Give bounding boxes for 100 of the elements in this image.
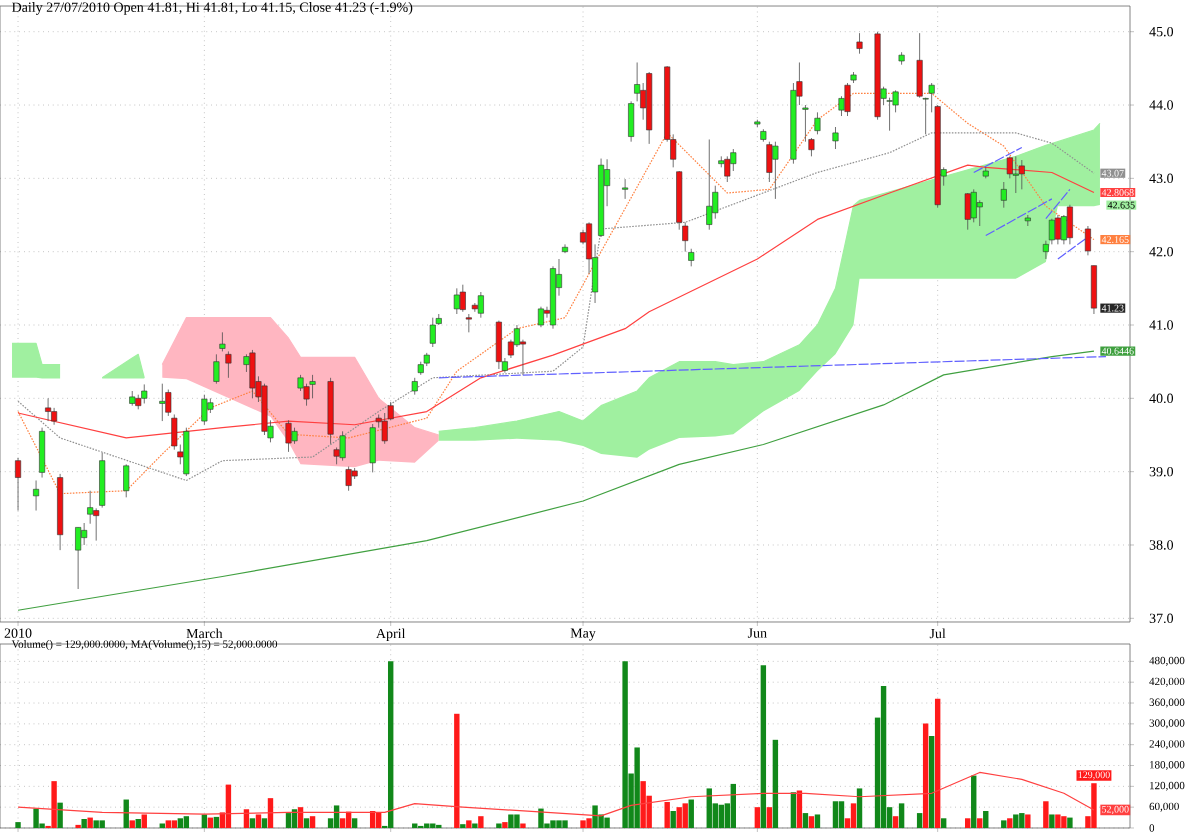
bar <box>604 817 610 828</box>
candlestick <box>33 480 40 511</box>
bar <box>87 817 93 828</box>
bar <box>51 781 57 828</box>
candlestick <box>844 82 851 117</box>
bar <box>141 814 147 828</box>
bar <box>15 822 21 828</box>
bar <box>1061 816 1067 828</box>
bar <box>682 803 688 828</box>
bar <box>790 792 797 828</box>
bar <box>586 818 592 828</box>
bar <box>718 804 724 828</box>
bar <box>670 810 676 828</box>
bar <box>99 820 105 828</box>
candlestick <box>1090 265 1097 315</box>
candlestick <box>159 383 166 422</box>
candlestick <box>165 389 172 417</box>
bar <box>1055 814 1061 828</box>
candlestick <box>429 317 436 348</box>
bar <box>550 820 556 828</box>
bar <box>580 820 586 828</box>
bar <box>177 818 184 828</box>
bar <box>1043 801 1049 828</box>
line-series <box>17 350 1095 611</box>
bar <box>592 805 598 828</box>
bar <box>93 820 99 828</box>
bar <box>880 686 887 828</box>
bar <box>766 807 773 828</box>
bar <box>676 807 682 828</box>
bar <box>634 747 640 828</box>
candlestick <box>964 192 971 231</box>
bar <box>1025 814 1031 828</box>
candlestick <box>39 427 46 478</box>
bar <box>213 816 220 828</box>
bar <box>640 781 646 828</box>
bar <box>129 820 135 828</box>
bar <box>730 783 737 828</box>
bar <box>760 665 767 828</box>
bar <box>772 739 779 828</box>
candlestick <box>141 384 148 404</box>
candlestick <box>1054 214 1061 245</box>
bar <box>81 818 87 828</box>
candlestick <box>495 320 502 370</box>
candlestick <box>832 126 839 150</box>
bar <box>387 661 394 828</box>
bar <box>1013 814 1019 828</box>
bar <box>808 816 815 828</box>
candlestick <box>213 353 220 385</box>
candlestick <box>183 427 190 477</box>
bar <box>309 816 316 828</box>
bar <box>965 818 971 828</box>
bar <box>832 801 839 828</box>
bar <box>898 803 905 828</box>
candlestick <box>345 466 352 492</box>
candlestick <box>225 351 232 379</box>
bar <box>928 736 935 828</box>
candlestick <box>123 463 130 498</box>
candlestick <box>772 141 779 200</box>
bar <box>562 820 568 828</box>
bar <box>754 807 761 828</box>
candlestick <box>976 199 983 227</box>
bar <box>802 813 809 828</box>
bar <box>1001 820 1007 828</box>
bar <box>255 814 262 828</box>
candlestick <box>249 349 256 399</box>
bar <box>1067 817 1073 828</box>
candlestick <box>1000 181 1007 209</box>
candlestick <box>219 331 226 352</box>
candlestick <box>814 111 821 135</box>
candlestick <box>303 383 310 407</box>
bar <box>57 802 63 828</box>
candlestick <box>856 32 863 55</box>
bar <box>267 798 274 828</box>
bar <box>664 801 670 828</box>
candlestick <box>309 374 316 399</box>
bar <box>303 818 310 828</box>
bar <box>514 814 520 828</box>
candlestick <box>453 287 460 315</box>
candlestick <box>81 522 88 546</box>
candlestick <box>802 104 809 143</box>
candlestick <box>1066 204 1073 245</box>
candlestick <box>1018 159 1025 190</box>
bar <box>977 818 983 828</box>
candlestick <box>916 32 923 99</box>
bar <box>971 775 977 828</box>
bar <box>502 822 508 828</box>
candlestick <box>706 139 713 231</box>
bar <box>135 818 141 828</box>
bar <box>508 814 514 828</box>
bar <box>1019 813 1025 828</box>
bar <box>1049 814 1055 828</box>
bar <box>856 788 863 828</box>
bar <box>454 713 460 828</box>
bar <box>33 808 39 828</box>
candlestick <box>75 527 82 590</box>
candlestick <box>970 188 977 223</box>
candlestick <box>285 419 292 453</box>
bar <box>838 801 845 828</box>
bar <box>478 816 484 828</box>
candlestick <box>15 457 22 511</box>
